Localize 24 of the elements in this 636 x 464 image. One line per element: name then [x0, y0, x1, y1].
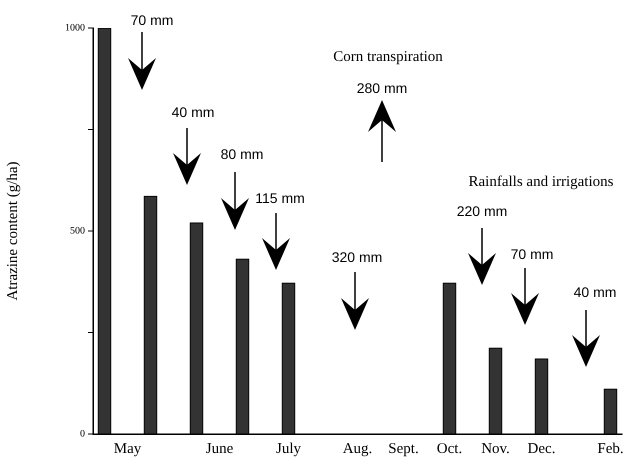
- x-tick-label: Feb.: [597, 440, 624, 457]
- x-tick-label: July: [276, 440, 302, 457]
- annotation: 320 mm: [332, 248, 382, 265]
- annotation: 280 mm: [356, 80, 408, 96]
- annotation: 40 mm: [574, 284, 616, 300]
- annotation: Corn transpiration: [333, 48, 444, 65]
- y-axis-title: Atrazine content (g/ha): [4, 161, 21, 301]
- x-tick-label: Oct.: [436, 440, 462, 457]
- x-tick-label: Sept.: [388, 440, 419, 457]
- annotation: 80 mm: [220, 146, 264, 162]
- x-tick-label: June: [206, 440, 234, 457]
- x-tick-label: Nov.: [481, 440, 510, 457]
- annotation: Rainfalls and irrigations: [468, 174, 614, 190]
- y-tick-label: 1000: [65, 22, 85, 34]
- x-tick-label: Dec.: [528, 440, 556, 457]
- annotation: 115 mm: [255, 190, 305, 206]
- x-tick-label: Aug.: [342, 440, 372, 457]
- annotation: 40 mm: [172, 104, 214, 120]
- x-tick-label: May: [114, 440, 142, 457]
- annotation: 220 mm: [456, 202, 508, 219]
- text: 70 mm: [130, 12, 174, 28]
- y-tick-label: 0: [80, 428, 85, 440]
- annotation: 70 mm: [510, 246, 554, 262]
- y-tick-label: 500: [70, 226, 85, 237]
